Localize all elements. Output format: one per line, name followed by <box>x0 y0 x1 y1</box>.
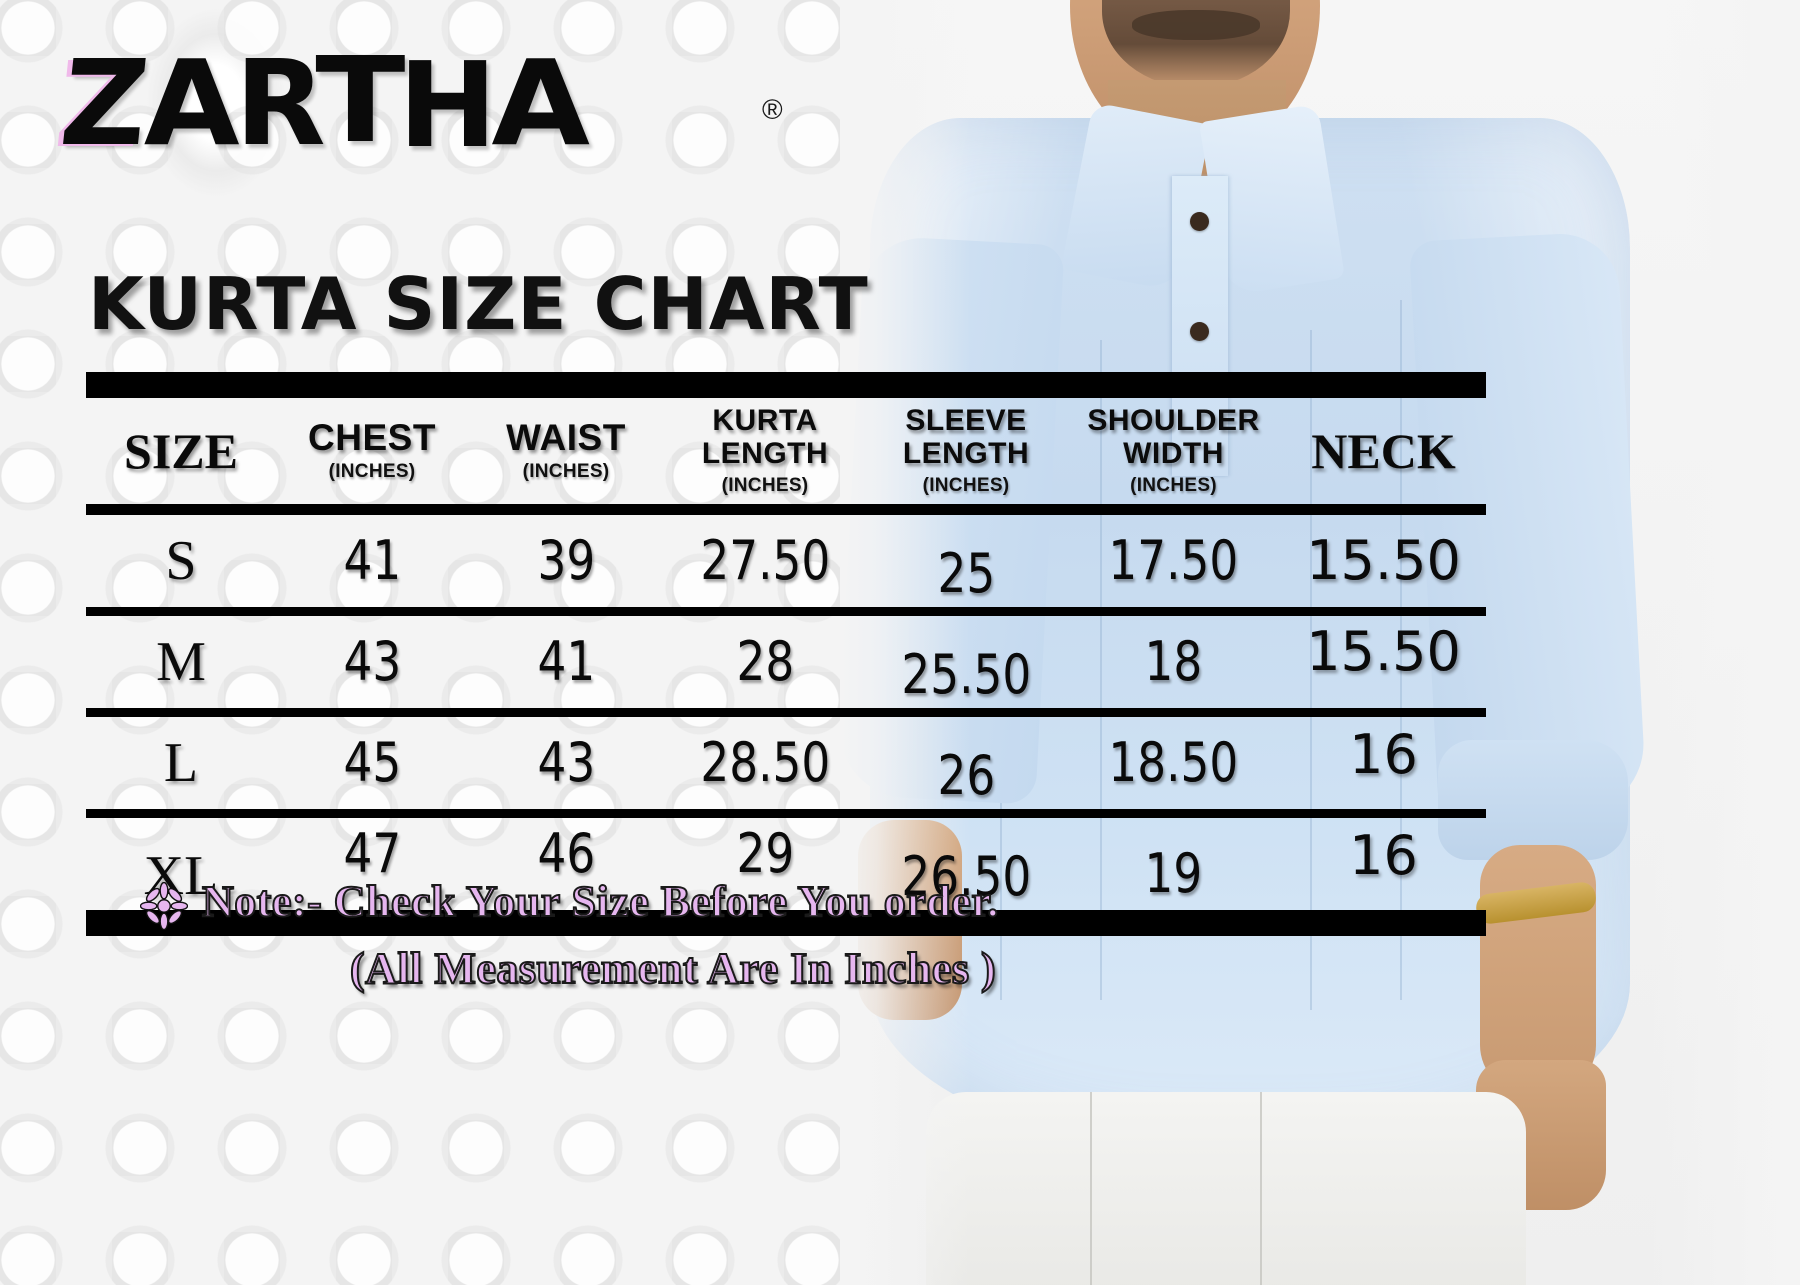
cell-size: S <box>165 530 197 592</box>
brand-letter-r: R <box>234 34 326 172</box>
column-header-kurta-length: KURTA LENGTH (INCHES) <box>664 398 866 504</box>
column-header-shoulder-width: SHOULDER WIDTH (INCHES) <box>1066 398 1281 504</box>
cell-sleeve-length: 25 <box>937 542 995 605</box>
brand-letter-a1: A <box>143 34 239 172</box>
brand-wordmark: ZARTHA <box>55 31 782 174</box>
table-row: L 45 43 28.50 26 18.50 16 <box>86 717 1486 809</box>
cell-sleeve-length: 26 <box>937 744 995 807</box>
shirt-fold <box>1310 330 1312 1010</box>
table-row: XL 47 46 29 26.50 19 16 <box>86 818 1486 910</box>
header-unit: (INCHES) <box>922 474 1010 496</box>
flower-icon <box>140 882 188 930</box>
cell-shoulder-width: 18 <box>1144 630 1203 693</box>
shirt-button <box>1190 212 1209 231</box>
cell-sleeve-length: 26.50 <box>901 845 1031 908</box>
cell-kurta-length: 28.50 <box>700 731 830 794</box>
photo-fade-left <box>840 0 970 1285</box>
size-chart-table: SIZE CHEST (INCHES) WAIST (INCHES) KURTA… <box>86 372 1486 936</box>
column-header-neck: NECK <box>1281 398 1486 504</box>
cell-neck: 15.50 <box>1306 529 1461 592</box>
header-label: NECK <box>1311 423 1456 479</box>
table-bottom-rule <box>86 910 1486 936</box>
shirt-fold <box>1400 300 1402 1000</box>
cell-chest: 41 <box>343 529 401 592</box>
page-title: KURTA SIZE CHART <box>88 262 869 346</box>
shirt-fold <box>1100 340 1102 1000</box>
cell-neck: 15.50 <box>1306 620 1461 683</box>
table-header-rule <box>86 504 1486 515</box>
table-header-row: SIZE CHEST (INCHES) WAIST (INCHES) KURTA… <box>86 398 1486 504</box>
cell-kurta-length: 29 <box>736 822 794 885</box>
cell-waist: 43 <box>537 731 595 794</box>
pants-fold <box>1090 1092 1092 1285</box>
column-header-sleeve-length: SLEEVE LENGTH (INCHES) <box>866 398 1066 504</box>
table-row-rule <box>86 607 1486 616</box>
table-row-rule <box>86 809 1486 818</box>
pants-fold <box>1260 1092 1262 1285</box>
column-header-chest: CHEST (INCHES) <box>276 398 468 504</box>
photo-fade-right <box>1650 0 1800 1285</box>
cell-waist: 41 <box>537 630 595 693</box>
model-photo <box>840 0 1800 1285</box>
cell-shoulder-width: 18.50 <box>1108 731 1239 794</box>
header-unit: (INCHES) <box>522 461 610 482</box>
header-unit: (INCHES) <box>721 474 809 496</box>
header-label: SIZE <box>124 423 238 479</box>
cell-shoulder-width: 17.50 <box>1108 529 1239 592</box>
header-unit: (INCHES) <box>328 461 416 482</box>
note-line-2: (All Measurement Are In Inches ) <box>349 943 997 994</box>
cell-waist: 46 <box>537 822 595 885</box>
header-label-line1: SHOULDER <box>1087 404 1260 438</box>
cell-chest: 47 <box>343 822 401 885</box>
note-block: Note:- Check Your Size Before You order.… <box>140 876 1140 994</box>
shirt-cuff-right <box>1438 740 1628 860</box>
cell-chest: 43 <box>343 630 401 693</box>
header-label-line1: KURTA <box>712 404 818 438</box>
cell-size: M <box>156 631 206 693</box>
brand-letter-z: Z <box>54 34 153 172</box>
note-line-1: Note:- Check Your Size Before You order. <box>201 876 999 927</box>
cell-chest: 45 <box>343 731 401 794</box>
cell-waist: 39 <box>537 529 595 592</box>
table-row: S 41 39 27.50 25 17.50 15.50 <box>86 515 1486 607</box>
cell-size: L <box>163 732 199 794</box>
cell-sleeve-length: 25.50 <box>901 643 1031 706</box>
cell-neck: 16 <box>1349 824 1418 887</box>
registered-trademark-icon: ® <box>762 94 783 125</box>
model-moustache <box>1132 10 1260 40</box>
table-row-rule <box>86 708 1486 717</box>
header-label-line2: WIDTH <box>1123 436 1224 470</box>
cell-kurta-length: 27.50 <box>700 529 830 592</box>
shirt-button <box>1190 322 1209 341</box>
table-top-rule <box>86 372 1486 398</box>
brand-logo: ZARTHA ® <box>55 31 783 184</box>
brand-letter-h: H <box>398 36 497 174</box>
column-header-waist: WAIST (INCHES) <box>468 398 664 504</box>
header-label-line1: SLEEVE <box>905 404 1027 438</box>
cell-shoulder-width: 19 <box>1144 842 1203 905</box>
header-unit: (INCHES) <box>1130 474 1217 496</box>
cell-kurta-length: 28 <box>736 630 794 693</box>
brand-letter-t: T <box>315 31 405 169</box>
model-pants <box>926 1092 1526 1285</box>
cell-neck: 16 <box>1349 723 1418 786</box>
table-row: M 43 41 28 25.50 18 15.50 <box>86 616 1486 708</box>
column-header-size: SIZE <box>86 398 276 504</box>
header-label-line2: LENGTH <box>701 436 829 470</box>
header-label-line2: LENGTH <box>902 436 1030 470</box>
header-label: CHEST <box>308 417 436 458</box>
brand-letter-a2: A <box>491 34 590 172</box>
header-label: WAIST <box>506 417 626 458</box>
